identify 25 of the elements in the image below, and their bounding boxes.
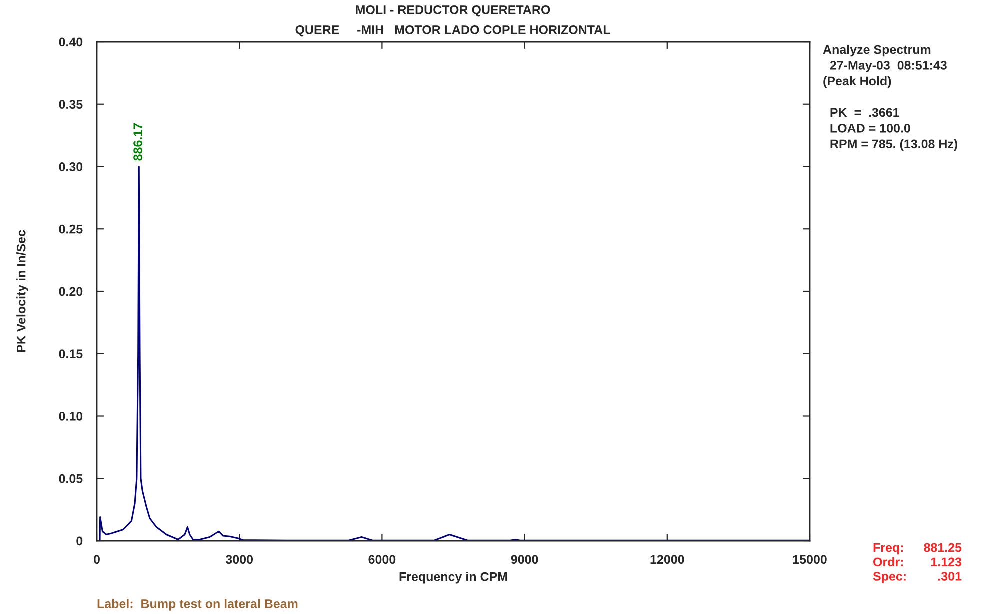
x-axis-title: Frequency in CPM bbox=[400, 572, 508, 584]
text: Label: Bump test on lateral Beam bbox=[98, 599, 298, 611]
y-tick-label: 0.05 bbox=[59, 474, 83, 484]
text: 881.25 1.123 .301 bbox=[924, 543, 962, 581]
x-tick-label: 12000 bbox=[650, 555, 684, 564]
text: Analyze Spectrum 27-May-03 08:51:43 (Peak Hold) PK = .3661 LOAD = 100.0 RPM = 785. (13.08 Hz) bbox=[823, 45, 958, 152]
x-tick-label: 6000 bbox=[368, 555, 396, 564]
y-tick-label: 0.35 bbox=[59, 100, 83, 110]
y-tick-label: 0.40 bbox=[59, 38, 83, 47]
x-tick-label: 9000 bbox=[511, 555, 538, 564]
y-tick-label: 0.25 bbox=[59, 224, 83, 234]
y-tick-label: 0.30 bbox=[59, 162, 83, 172]
y-tick-label: 0 bbox=[76, 536, 83, 546]
line-series bbox=[99, 166, 810, 541]
chart-title: MOLI - REDUCTOR QUERETARO bbox=[356, 6, 550, 17]
chart-subtitle: QUERE -MIH MOTOR LADO COPLE HORIZONTAL bbox=[296, 26, 610, 37]
x-tick-label: 3000 bbox=[226, 555, 253, 564]
y-axis-title: PK Velocity in In/Sec bbox=[16, 230, 28, 352]
x-tick-label: 15000 bbox=[793, 555, 827, 564]
x-tick-label: 0 bbox=[94, 555, 100, 564]
y-tick-label: 0.15 bbox=[59, 350, 83, 359]
annotation: 886.17 bbox=[134, 124, 142, 161]
y-tick-label: 0.20 bbox=[59, 287, 83, 296]
y-tick-label: 0.10 bbox=[59, 412, 83, 421]
text: Freq: Ordr: Spec: bbox=[873, 543, 906, 584]
